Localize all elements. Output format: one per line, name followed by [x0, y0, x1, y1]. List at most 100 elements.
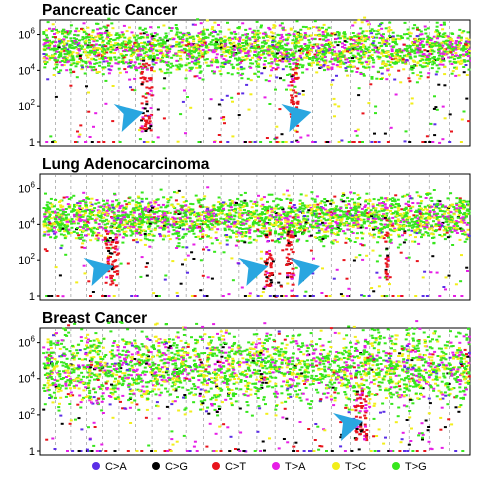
data-point: [75, 38, 78, 41]
data-point: [440, 235, 444, 238]
data-point: [275, 125, 279, 128]
data-point: [185, 34, 189, 37]
data-point: [122, 40, 126, 43]
data-point: [266, 39, 270, 42]
data-point: [307, 53, 311, 56]
data-point: [188, 69, 192, 72]
data-point: [56, 59, 60, 62]
data-point: [142, 58, 146, 61]
data-point: [230, 229, 234, 232]
data-point: [103, 223, 107, 226]
data-point: [382, 208, 386, 211]
data-point: [459, 141, 463, 143]
data-point: [195, 34, 199, 37]
data-point: [127, 37, 131, 40]
data-point: [220, 99, 224, 101]
data-point: [183, 89, 186, 92]
data-point: [135, 228, 139, 231]
data-point: [278, 51, 282, 54]
data-point: [281, 46, 285, 49]
data-point: [455, 54, 458, 57]
data-point: [342, 62, 346, 65]
data-point: [206, 28, 209, 31]
data-point: [364, 52, 368, 55]
data-point: [143, 42, 147, 45]
data-point: [337, 55, 341, 58]
data-point: [111, 232, 115, 235]
data-point: [161, 214, 165, 217]
data-point: [377, 235, 381, 238]
data-point: [353, 54, 357, 57]
data-point: [434, 44, 438, 47]
data-point: [206, 207, 210, 210]
data-point: [275, 239, 279, 242]
data-point: [450, 215, 454, 218]
data-point: [76, 130, 79, 133]
data-point: [438, 215, 442, 218]
data-point: [101, 208, 105, 211]
data-point: [418, 59, 422, 62]
data-point: [351, 24, 355, 27]
data-point: [184, 49, 188, 52]
data-point: [356, 52, 360, 55]
data-point: [267, 62, 271, 65]
data-point: [87, 233, 90, 236]
data-point: [47, 230, 51, 233]
data-point: [429, 50, 433, 53]
data-point: [137, 54, 140, 57]
data-point: [277, 45, 281, 48]
data-point: [44, 53, 48, 56]
data-point: [82, 220, 86, 223]
data-point: [317, 208, 321, 211]
data-point: [152, 55, 156, 57]
data-point: [128, 44, 132, 47]
data-point: [262, 219, 266, 222]
data-point: [191, 45, 195, 48]
data-point: [415, 81, 419, 84]
data-point: [244, 222, 248, 225]
data-point: [204, 214, 208, 217]
data-point: [414, 64, 418, 67]
data-point: [69, 71, 73, 74]
data-point: [137, 66, 141, 69]
data-point: [166, 217, 170, 220]
data-point: [346, 47, 350, 50]
data-point: [236, 46, 240, 48]
data-point: [71, 55, 75, 58]
data-point: [443, 210, 447, 213]
data-point: [366, 49, 370, 52]
data-point: [450, 72, 454, 75]
data-point: [427, 59, 431, 62]
data-point: [241, 42, 245, 44]
data-point: [182, 47, 186, 50]
data-point: [236, 92, 240, 95]
data-point: [190, 220, 194, 223]
data-point: [94, 202, 98, 205]
data-point: [240, 68, 244, 71]
data-point: [412, 214, 416, 217]
data-point: [425, 56, 429, 58]
data-point: [317, 216, 321, 219]
data-point: [294, 91, 298, 94]
data-point: [257, 65, 261, 68]
data-point: [184, 214, 188, 217]
data-point: [194, 194, 198, 197]
data-point: [159, 206, 163, 209]
data-point: [240, 239, 244, 242]
data-point: [57, 51, 61, 54]
data-point: [338, 214, 342, 217]
data-point: [207, 220, 211, 223]
data-point: [117, 218, 121, 221]
data-point: [259, 57, 263, 59]
data-point: [190, 210, 194, 212]
data-point: [467, 53, 471, 56]
data-point: [64, 216, 68, 219]
data-point: [249, 200, 253, 203]
data-point: [447, 44, 451, 47]
data-point: [108, 206, 112, 209]
data-point: [352, 206, 356, 209]
data-point: [42, 234, 46, 237]
data-point: [351, 225, 355, 228]
data-point: [352, 65, 356, 68]
data-point: [408, 55, 412, 58]
